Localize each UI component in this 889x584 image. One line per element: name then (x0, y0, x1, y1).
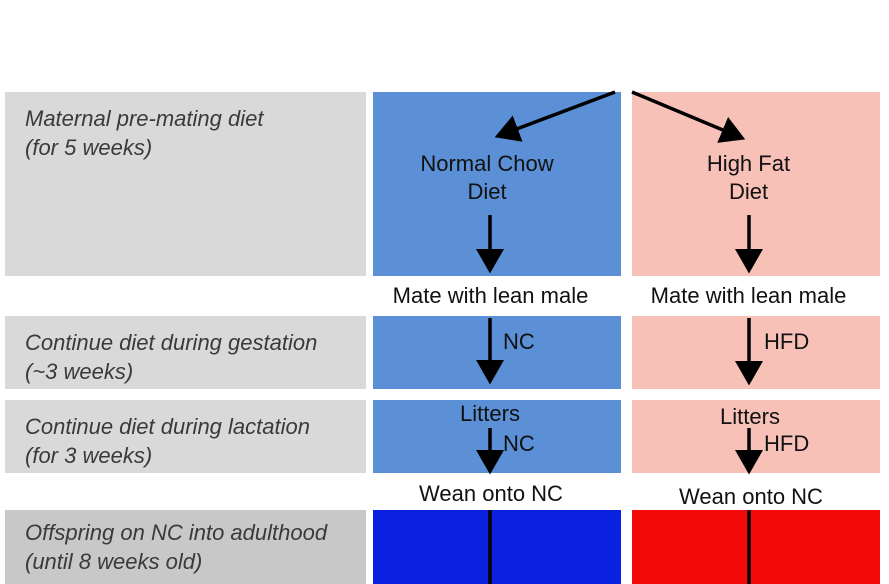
hfd-premating-box (632, 92, 880, 276)
hfd-gestation-diet-label: HFD (764, 329, 810, 354)
split-arrow-nc (494, 90, 616, 142)
row-gestation-label-box: Continue diet during gestation (~3 weeks… (5, 316, 366, 389)
hfd-litters-label: Litters (720, 404, 780, 429)
nc-mate-label: Mate with lean male (392, 283, 589, 308)
nc-offspring-box (373, 510, 621, 584)
nc-gestation-diet-label: NC (503, 329, 535, 354)
row-lactation-label: Continue diet during lactation (for 3 we… (25, 414, 310, 468)
nc-litters-label: Litters (460, 401, 520, 426)
row-gestation-label: Continue diet during gestation (~3 weeks… (25, 330, 318, 384)
nc-lactation-diet-label: NC (503, 431, 535, 456)
row-premating-label: Maternal pre-mating diet (for 5 weeks) (25, 106, 264, 160)
split-arrow-hfd (631, 90, 746, 143)
row-lactation-label-box: Continue diet during lactation (for 3 we… (5, 400, 366, 473)
hfd-wean-label: Wean onto NC (679, 484, 823, 509)
row-premating-label-box: Maternal pre-mating diet (for 5 weeks) (5, 92, 366, 276)
hfd-lactation-diet-label: HFD (764, 431, 810, 456)
hfd-offspring-box (632, 510, 880, 584)
hfd-mate-label: Mate with lean male (650, 283, 847, 308)
nc-wean-label: Wean onto NC (419, 481, 563, 506)
row-offspring-label-box: Offspring on NC into adulthood (until 8 … (5, 510, 366, 584)
nc-diet-label: Normal Chow Diet (420, 151, 554, 204)
hfd-diet-label: High Fat Diet (706, 151, 791, 204)
row-offspring-label: Offspring on NC into adulthood (until 8 … (25, 520, 328, 574)
